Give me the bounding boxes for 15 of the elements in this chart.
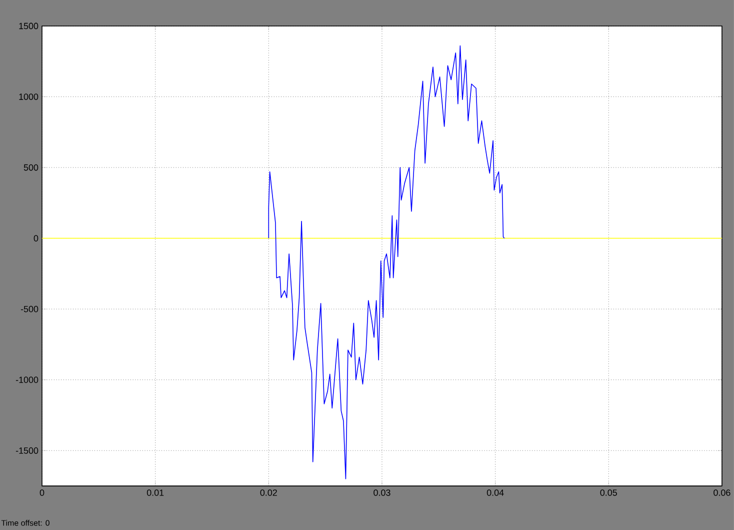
x-tick-label: 0 xyxy=(40,489,44,496)
y-tick-label: -1000 xyxy=(16,376,38,384)
line-series xyxy=(268,45,505,480)
x-tick-label: 0.02 xyxy=(260,489,277,496)
y-tick-label: -1500 xyxy=(16,447,38,454)
y-tick-label: 0 xyxy=(34,235,38,242)
y-tick-label: 1500 xyxy=(19,22,38,30)
y-tick-label: 500 xyxy=(24,164,38,171)
x-tick-label: 0.05 xyxy=(600,489,617,496)
x-tick-label: 0.01 xyxy=(146,489,164,496)
y-tick-label: 1000 xyxy=(19,94,38,100)
x-tick-label: 0.03 xyxy=(374,489,390,496)
y-tick-label: -500 xyxy=(20,306,38,312)
x-tick-label: 0.04 xyxy=(486,489,504,496)
x-tick-label: 0.06 xyxy=(714,489,730,496)
